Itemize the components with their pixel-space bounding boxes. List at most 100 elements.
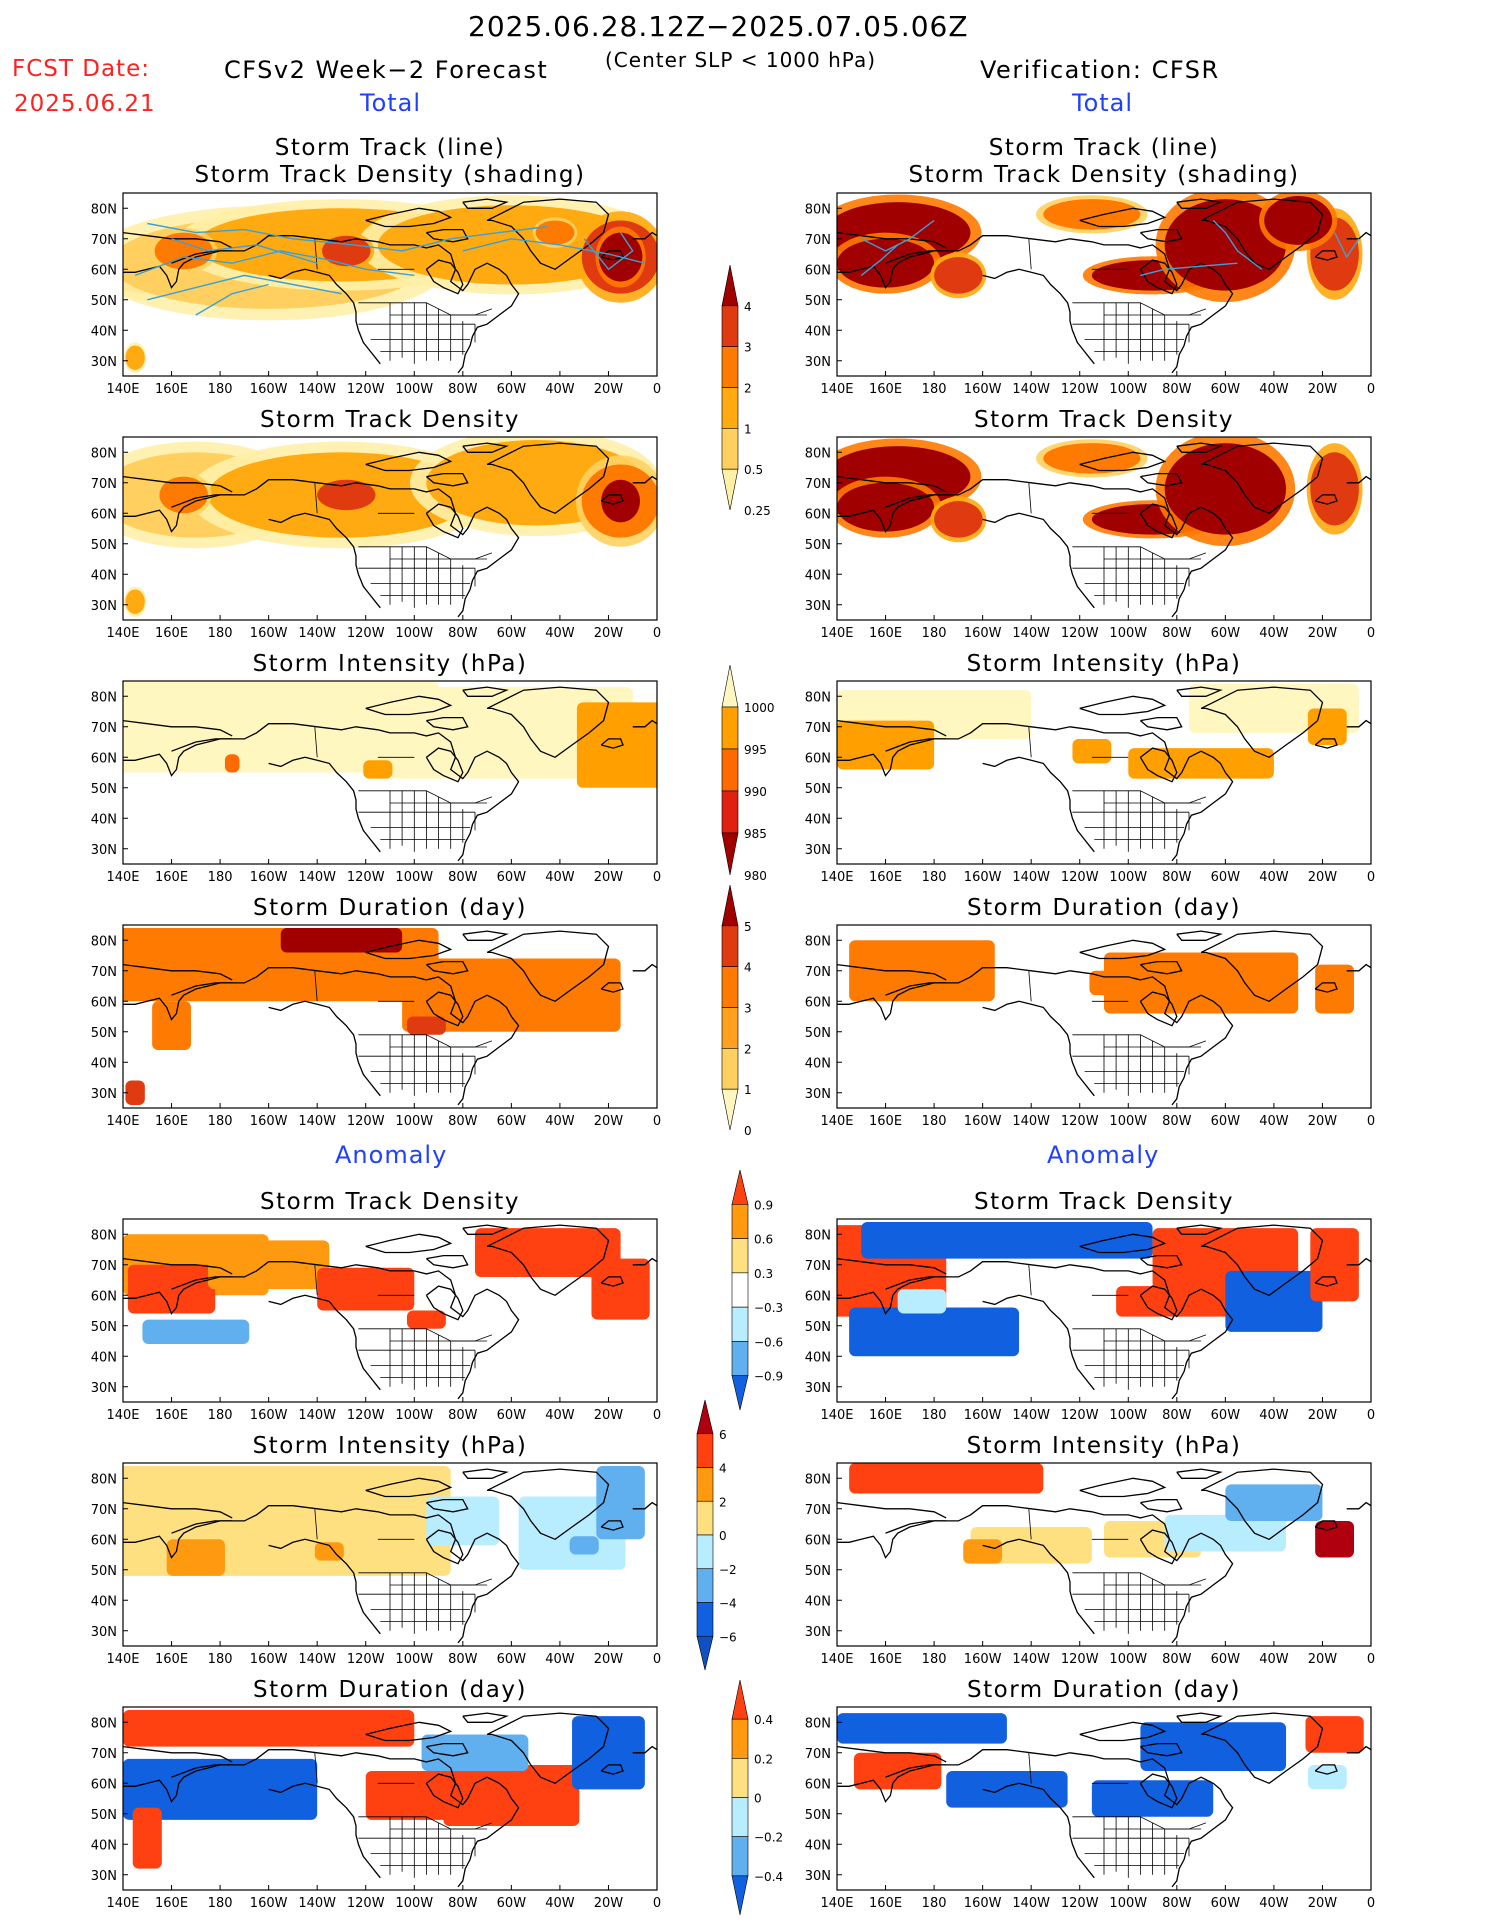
lon-tick-label: 60W xyxy=(1211,870,1241,885)
colorbar-intensity: 1000 995 990 985 980 xyxy=(721,664,782,889)
coastline xyxy=(632,1501,657,1510)
lon-tick-label: 100W xyxy=(1109,1652,1147,1667)
shade-cell xyxy=(207,1240,330,1290)
lon-tick-label: 120W xyxy=(1061,1652,1099,1667)
shade-cell xyxy=(125,1080,145,1105)
map-frame xyxy=(122,680,658,865)
lon-tick-label: 140W xyxy=(298,626,336,641)
lat-tick-label: 70N xyxy=(805,721,831,736)
colorbar-label: −0.2 xyxy=(754,1831,783,1845)
lon-tick-label: 180 xyxy=(208,1408,233,1423)
coastline xyxy=(123,719,233,737)
lon-tick-label: 40W xyxy=(1259,382,1289,397)
coastline xyxy=(425,960,469,975)
lat-tick-label: 30N xyxy=(805,1381,831,1396)
lon-tick-label: 40W xyxy=(545,626,575,641)
coastline xyxy=(982,1538,1095,1635)
lat-tick-label: 70N xyxy=(805,1747,831,1762)
lat-tick-label: 80N xyxy=(805,690,831,705)
colorbar-swatch xyxy=(721,1007,739,1049)
lon-tick-label: 140E xyxy=(820,1114,853,1129)
panel-title-fcst-density-anom: Storm Track Density xyxy=(260,1189,520,1215)
coastline xyxy=(123,738,233,777)
storm-track-line xyxy=(147,222,548,252)
coastline xyxy=(837,1501,947,1519)
lon-tick-label: 0 xyxy=(653,1896,661,1911)
lon-tick-label: 100W xyxy=(395,1408,433,1423)
colorbar-label: −0.9 xyxy=(754,1370,783,1384)
lon-tick-label: 100W xyxy=(395,870,433,885)
lat-tick-label: 80N xyxy=(91,1472,117,1487)
coastline xyxy=(1079,1233,1167,1254)
coastline xyxy=(1346,1745,1371,1754)
lon-tick-label: 40W xyxy=(1259,626,1289,641)
lat-tick-label: 70N xyxy=(91,965,117,980)
coastline xyxy=(365,939,453,960)
coastline xyxy=(486,686,610,759)
shade-blob xyxy=(317,479,376,511)
coastline xyxy=(268,1000,381,1097)
map-svg-obs-intensity-anom: 140E 160E 180 160W 140W 120W 100W 80W 60W 40W 20W 0… xyxy=(805,1462,1375,1667)
coastline xyxy=(1139,503,1178,539)
coastline xyxy=(1176,198,1223,209)
lat-tick-label: 80N xyxy=(805,446,831,461)
colorbar-label: 980 xyxy=(744,869,767,883)
state-border xyxy=(314,238,318,270)
coastline xyxy=(123,475,233,493)
lon-tick-label: 120W xyxy=(1061,1114,1099,1129)
map-svg-fcst-intensity-anom: 140E 160E 180 160W 140W 120W 100W 80W 60W 40W 20W 0… xyxy=(91,1462,661,1667)
lat-tick-label: 40N xyxy=(91,812,117,827)
colorbar-label: 0.6 xyxy=(754,1233,773,1247)
lon-tick-label: 160E xyxy=(155,626,188,641)
colorbar-label: 2 xyxy=(744,382,752,396)
colorbar-label: 3 xyxy=(744,1002,752,1016)
colorbar-label: 1 xyxy=(744,1083,752,1097)
coastline xyxy=(268,756,381,853)
map-svg-obs-track: 140E 160E 180 160W 140W 120W 100W 80W 60W 40W 20W 0… xyxy=(805,192,1375,397)
map-svg-fcst-duration-anom: 140E 160E 180 160W 140W 120W 100W 80W 60W 40W 20W 0… xyxy=(91,1706,661,1911)
lon-tick-label: 140E xyxy=(820,870,853,885)
lon-tick-label: 20W xyxy=(594,382,624,397)
map-frame xyxy=(122,436,658,621)
lon-tick-label: 160E xyxy=(869,1896,902,1911)
coastline xyxy=(425,1254,469,1269)
lon-tick-label: 60W xyxy=(497,870,527,885)
lat-tick-label: 40N xyxy=(805,1594,831,1609)
lon-tick-label: 20W xyxy=(594,1408,624,1423)
coastline xyxy=(462,1468,509,1479)
panel-title-obs-track: Storm Track (line) Storm Track Density (s… xyxy=(908,135,1300,188)
lon-tick-label: 140E xyxy=(106,1896,139,1911)
coastline xyxy=(885,1261,1234,1400)
storm-track-line xyxy=(134,250,415,277)
map-svg-fcst-intensity: 140E 160E 180 160W 140W 120W 100W 80W 60W 40W 20W 0… xyxy=(91,680,661,885)
coastline xyxy=(1346,1501,1371,1510)
lat-tick-label: 40N xyxy=(91,324,117,339)
coastline xyxy=(600,1276,624,1287)
lat-tick-label: 50N xyxy=(805,538,831,553)
lon-tick-label: 0 xyxy=(1367,1896,1375,1911)
map-frame xyxy=(122,1706,658,1891)
lon-tick-label: 160W xyxy=(964,382,1002,397)
map-frame xyxy=(836,924,1372,1109)
lon-tick-label: 80W xyxy=(448,626,478,641)
map-panel-obs-track: 140E 160E 180 160W 140W 120W 100W 80W 60W 40W 20W 0… xyxy=(805,192,1375,397)
colorbar-label: 2 xyxy=(719,1495,727,1509)
colorbar-label: 4 xyxy=(719,1462,727,1476)
colorbar-label: 2 xyxy=(744,1042,752,1056)
coastline xyxy=(425,472,469,487)
shade-blob xyxy=(535,220,575,245)
lon-tick-label: 20W xyxy=(594,1114,624,1129)
coastline xyxy=(123,231,233,249)
lon-tick-label: 140E xyxy=(820,1408,853,1423)
shade-cell xyxy=(1305,1716,1364,1753)
coastline xyxy=(1314,494,1338,505)
map-svg-fcst-density: 140E 160E 180 160W 140W 120W 100W 80W 60W 40W 20W 0… xyxy=(91,436,661,641)
verification-label: Verification: CFSR xyxy=(980,56,1220,84)
colorbar-swatch xyxy=(721,966,739,1008)
lon-tick-label: 160E xyxy=(155,1408,188,1423)
colorbar-label: 0.2 xyxy=(754,1752,773,1766)
lat-tick-label: 30N xyxy=(91,1087,117,1102)
lat-tick-label: 30N xyxy=(91,599,117,614)
lat-tick-label: 50N xyxy=(91,294,117,309)
coastline xyxy=(1346,231,1371,240)
